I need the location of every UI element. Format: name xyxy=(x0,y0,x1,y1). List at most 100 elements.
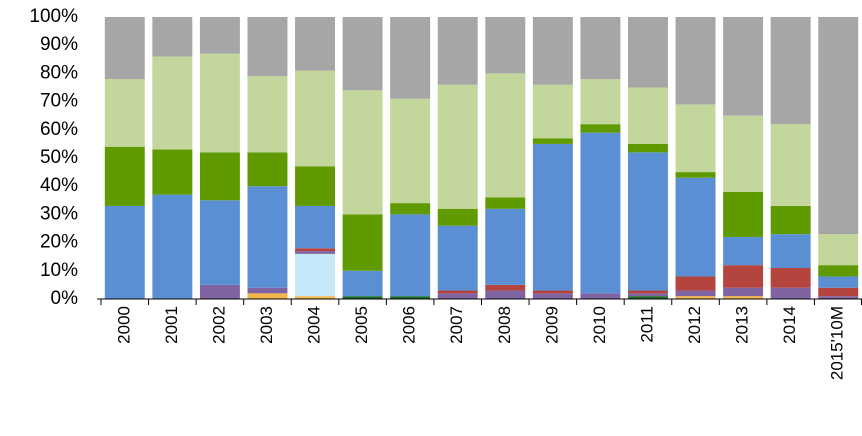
bar-segment xyxy=(532,293,573,299)
bar-segment xyxy=(199,200,240,285)
bar-segment xyxy=(675,104,716,173)
bar-segment xyxy=(199,284,240,299)
bar-segment xyxy=(485,17,526,74)
bar-segment xyxy=(247,287,288,294)
bar-segment xyxy=(247,17,288,77)
bar-segment xyxy=(104,17,145,80)
x-tick-label: 2003 xyxy=(257,306,276,344)
x-tick-label: 2001 xyxy=(162,306,181,344)
bar-segment xyxy=(247,152,288,187)
bar-segment xyxy=(627,87,668,144)
bar-segment xyxy=(770,124,811,206)
bar-segment xyxy=(295,17,336,71)
bar-segment xyxy=(818,234,859,266)
bar-segment xyxy=(580,79,621,125)
bar-segment xyxy=(532,143,573,291)
bar-segment xyxy=(437,84,478,209)
bar-segment xyxy=(437,290,478,294)
bar-segment xyxy=(675,276,716,291)
bar-segment xyxy=(723,17,764,116)
bar-segment xyxy=(627,17,668,88)
x-tick-label: 2000 xyxy=(114,306,133,344)
bar-segment xyxy=(532,17,573,85)
bar-segment xyxy=(723,115,764,192)
bar-segment xyxy=(247,186,288,288)
bar-segment xyxy=(818,276,859,288)
bar-segment xyxy=(390,17,431,99)
bar-segment xyxy=(485,284,526,291)
bar-segment xyxy=(485,73,526,198)
y-tick-label: 10% xyxy=(40,260,78,281)
bar-segment xyxy=(485,208,526,285)
bar-segment xyxy=(152,17,193,57)
bar-segment xyxy=(199,53,240,153)
x-tick-label: 2006 xyxy=(400,306,419,344)
x-tick-label: 2005 xyxy=(352,306,371,344)
y-tick-label: 0% xyxy=(51,288,79,309)
bar-segment xyxy=(295,70,336,167)
y-tick-label: 80% xyxy=(40,62,78,83)
bar-segment xyxy=(770,17,811,125)
bar-segment xyxy=(723,296,764,299)
bar-segment xyxy=(485,290,526,299)
x-tick-label: 2013 xyxy=(733,306,752,344)
bar-segment xyxy=(295,166,336,206)
bar-segment xyxy=(295,251,336,254)
bar-segment xyxy=(390,214,431,297)
bar-segment xyxy=(152,194,193,299)
y-tick-label: 100% xyxy=(29,6,78,27)
bar-segment xyxy=(818,265,859,277)
bar-segment xyxy=(532,290,573,294)
y-tick-label: 30% xyxy=(40,203,78,224)
bar-segment xyxy=(104,146,145,206)
bar-segment xyxy=(675,290,716,297)
bar-segment xyxy=(342,296,383,299)
x-tick-label: 2012 xyxy=(685,306,704,344)
bar-segment xyxy=(199,17,240,54)
x-tick-label: 2002 xyxy=(209,306,228,344)
bar-segment xyxy=(437,17,478,85)
x-tick-label: 2008 xyxy=(495,306,514,344)
bar-segment xyxy=(675,172,716,178)
bar-segment xyxy=(818,287,859,297)
x-tick-label: 2007 xyxy=(447,306,466,344)
bar-segment xyxy=(770,205,811,235)
bar-segment xyxy=(485,197,526,209)
x-tick-label: 2014 xyxy=(780,306,799,344)
bar-segment xyxy=(342,270,383,297)
y-tick-label: 40% xyxy=(40,175,78,196)
y-tick-label: 50% xyxy=(40,147,78,168)
y-tick-label: 70% xyxy=(40,91,78,112)
y-tick-label: 20% xyxy=(40,232,78,253)
y-tick-label: 60% xyxy=(40,119,78,140)
bar-segment xyxy=(770,267,811,288)
bar-segment xyxy=(295,205,336,249)
bar-segment xyxy=(295,248,336,252)
x-tick-label: 2009 xyxy=(542,306,561,344)
bar-segment xyxy=(437,293,478,299)
bar-segment xyxy=(342,214,383,271)
bar-segment xyxy=(342,90,383,215)
bar-segment xyxy=(627,293,668,297)
y-tick-label: 90% xyxy=(40,34,78,55)
bar-segment xyxy=(532,84,573,139)
bar-segment xyxy=(723,191,764,237)
bar-segment xyxy=(675,177,716,277)
bar-segment xyxy=(532,138,573,144)
bar-segment xyxy=(627,290,668,294)
x-tick-label: 2004 xyxy=(305,306,324,344)
bar-segment xyxy=(770,234,811,268)
bar-segment xyxy=(723,287,764,297)
bar-segment xyxy=(580,132,621,294)
bar-segment xyxy=(295,253,336,297)
bar-segment xyxy=(152,149,193,195)
bar-segment xyxy=(152,56,193,150)
bar-segment xyxy=(770,287,811,299)
bar-segment xyxy=(675,296,716,299)
bar-segment xyxy=(723,265,764,288)
bar-segment xyxy=(437,208,478,226)
bar-segment xyxy=(580,124,621,133)
bar-segment xyxy=(627,296,668,299)
